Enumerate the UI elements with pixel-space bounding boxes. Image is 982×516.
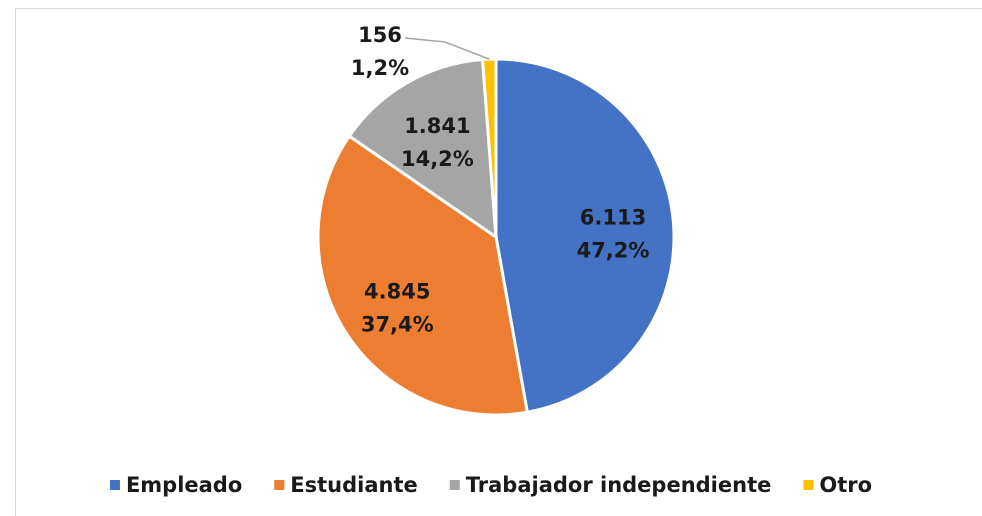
legend-label: Trabajador independiente [466,473,772,497]
chart-frame [15,8,982,516]
value-label: 6.113 [580,206,646,230]
leader-line [404,37,490,60]
value-label: 1.841 [404,114,470,138]
value-label: 156 [358,23,402,47]
percentage-label: 1,2% [351,56,409,80]
value-label: 4.845 [364,280,430,304]
percentage-label: 47,2% [577,239,650,263]
legend-marker [274,480,285,490]
pie-slice [347,57,498,241]
pie-slice [316,134,530,417]
legend-marker [109,480,120,490]
percentage-label: 14,2% [401,147,474,171]
percentage-label: 37,4% [361,313,434,337]
legend-marker [803,480,814,490]
legend-label: Empleado [126,473,242,497]
legend-marker [449,480,460,490]
legend-label: Otro [819,473,872,497]
pie-slice [494,57,676,414]
legend-label: Estudiante [290,473,417,497]
